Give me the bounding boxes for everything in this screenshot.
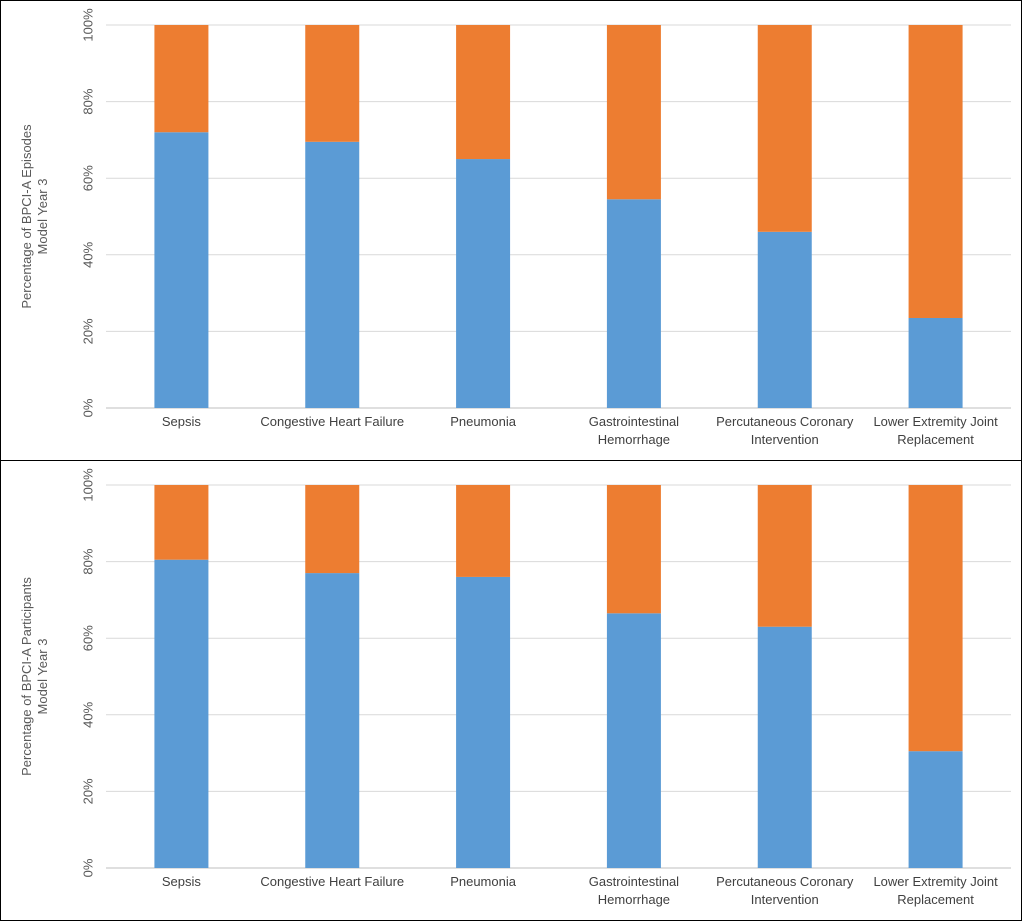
y-tick-label: 80% (80, 548, 95, 574)
episodes-chart-panel: 0% 20% 40% 60% 80% 100% Percentage of BPCI-A E… (0, 0, 1022, 461)
bar-segment-lower (456, 576, 511, 868)
bar-segment-upper (757, 485, 812, 627)
y-tick-label: 60% (80, 165, 95, 191)
participants-chart-panel: 0% 20% 40% 60% 80% 100% Percentage of BPCI-A P… (0, 460, 1022, 921)
bar-segment-lower (456, 159, 511, 408)
y-tick-label: 20% (80, 778, 95, 804)
y-tick-label: 0% (80, 858, 95, 877)
category-label: Lower Extremity Joint (873, 414, 998, 429)
category-label: Congestive Heart Failure (260, 414, 404, 429)
bar-segment-upper (456, 485, 511, 577)
y-axis-label: Model Year 3 (35, 639, 50, 715)
category-label: Percutaneous Coronary (716, 414, 854, 429)
category-label: Sepsis (162, 874, 202, 889)
bar-segment-lower (908, 317, 963, 408)
category-label: Replacement (897, 432, 974, 447)
bar-segment-upper (606, 485, 661, 614)
bar-segment-upper (606, 25, 661, 200)
bar-segment-lower (908, 751, 963, 868)
bar-segment-lower (305, 141, 360, 408)
bar-segment-lower (154, 132, 209, 409)
category-label: Lower Extremity Joint (873, 874, 998, 889)
y-tick-label: 60% (80, 625, 95, 651)
y-tick-label: 40% (80, 241, 95, 267)
bar-segment-upper (154, 485, 209, 560)
bar-segment-upper (757, 25, 812, 232)
bar-segment-upper (456, 25, 511, 160)
episodes-chart: 0% 20% 40% 60% 80% 100% Percentage of BPCI-A E… (19, 8, 1011, 447)
bar-segment-upper (908, 485, 963, 752)
category-label: Gastrointestinal (589, 414, 679, 429)
bar-segment-lower (606, 613, 661, 868)
y-tick-label: 100% (80, 468, 95, 502)
category-label: Percutaneous Coronary (716, 874, 854, 889)
bar-segment-lower (305, 573, 360, 868)
bar-segment-upper (305, 485, 360, 574)
y-tick-label: 0% (80, 398, 95, 417)
bar-segment-upper (305, 25, 360, 142)
category-label: Pneumonia (450, 414, 517, 429)
bar-segment-upper (154, 25, 209, 133)
category-label: Hemorrhage (598, 892, 670, 907)
y-axis-label: Percentage of BPCI-A Episodes (19, 124, 34, 309)
y-axis-label: Percentage of BPCI-A Participants (19, 577, 34, 776)
y-axis-label: Model Year 3 (35, 179, 50, 255)
category-label: Pneumonia (450, 874, 517, 889)
category-label: Intervention (751, 432, 819, 447)
category-label: Congestive Heart Failure (260, 874, 404, 889)
category-label: Gastrointestinal (589, 874, 679, 889)
bar-segment-lower (606, 199, 661, 408)
y-tick-label: 100% (80, 8, 95, 42)
category-label: Sepsis (162, 414, 202, 429)
category-label: Replacement (897, 892, 974, 907)
bar-segment-lower (757, 231, 812, 408)
bar-segment-lower (154, 559, 209, 868)
participants-chart: 0% 20% 40% 60% 80% 100% Percentage of BPCI-A P… (19, 468, 1011, 907)
category-label: Intervention (751, 892, 819, 907)
y-tick-label: 20% (80, 318, 95, 344)
y-tick-label: 40% (80, 701, 95, 727)
bar-segment-upper (908, 25, 963, 318)
category-label: Hemorrhage (598, 432, 670, 447)
bar-segment-lower (757, 626, 812, 868)
y-tick-label: 80% (80, 88, 95, 114)
